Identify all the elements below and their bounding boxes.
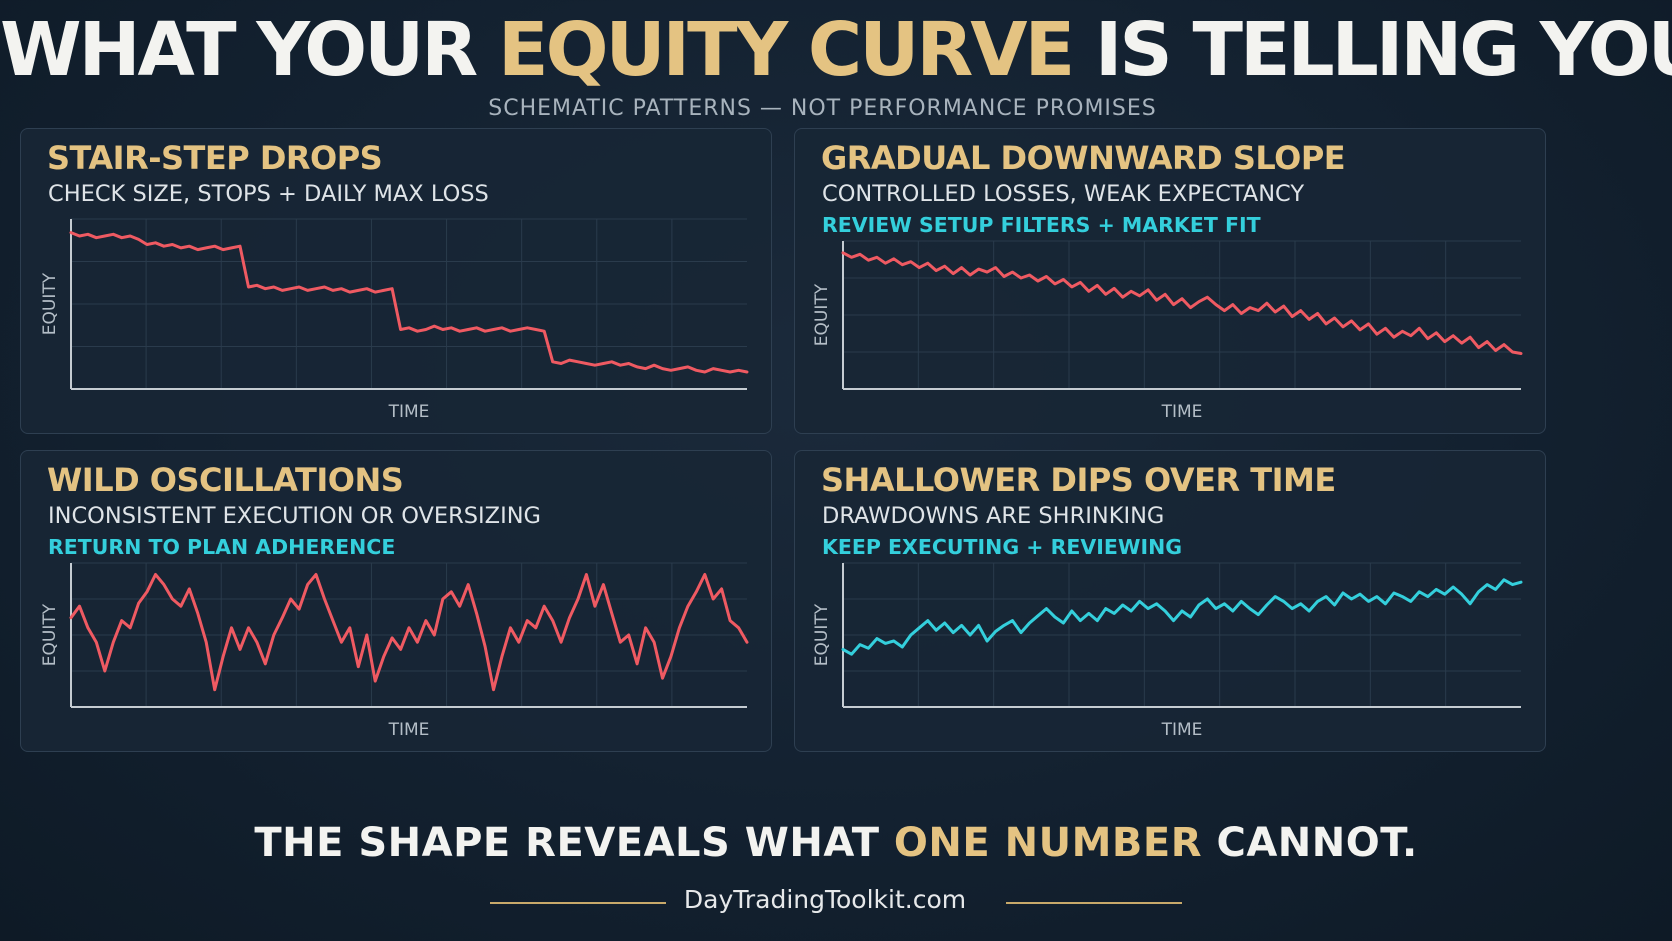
y-axis-label: EQUITY bbox=[812, 283, 832, 346]
title-highlight: EQUITY CURVE bbox=[498, 7, 1075, 93]
equity-chart: TIME EQUITY bbox=[812, 240, 1523, 422]
equity-line bbox=[841, 251, 1523, 355]
equity-chart: TIME EQUITY bbox=[40, 562, 749, 740]
tagline: THE SHAPE REVEALS WHAT ONE NUMBER CANNOT… bbox=[0, 820, 1672, 866]
chart-panel-downward-slope: GRADUAL DOWNWARD SLOPE CONTROLLED LOSSES… bbox=[794, 128, 1546, 434]
chart-subtitle: INCONSISTENT EXECUTION OR OVERSIZING bbox=[48, 503, 541, 529]
tagline-highlight: ONE NUMBER bbox=[893, 820, 1203, 866]
chart-title: WILD OSCILLATIONS bbox=[47, 461, 404, 499]
y-axis-label: EQUITY bbox=[40, 603, 60, 666]
equity-line bbox=[841, 578, 1523, 656]
equity-chart: TIME EQUITY bbox=[40, 218, 749, 422]
x-axis-label: TIME bbox=[1161, 720, 1203, 740]
chart-title: STAIR-STEP DROPS bbox=[47, 139, 383, 177]
chart-note: REVIEW SETUP FILTERS + MARKET FIT bbox=[822, 213, 1261, 237]
title-post: IS TELLING YOU bbox=[1072, 7, 1672, 93]
chart-title: SHALLOWER DIPS OVER TIME bbox=[821, 461, 1336, 499]
x-axis-label: TIME bbox=[388, 720, 430, 740]
chart-subtitle: CHECK SIZE, STOPS + DAILY MAX LOSS bbox=[48, 181, 489, 207]
equity-line bbox=[69, 231, 749, 374]
chart-subtitle: DRAWDOWNS ARE SHRINKING bbox=[822, 503, 1165, 529]
footer-divider-left bbox=[490, 902, 666, 904]
x-axis-label: TIME bbox=[388, 402, 430, 422]
tagline-post: CANNOT. bbox=[1202, 820, 1418, 866]
chart-panel-stair-step: STAIR-STEP DROPS CHECK SIZE, STOPS + DAI… bbox=[20, 128, 772, 434]
equity-line bbox=[69, 573, 749, 692]
y-axis-label: EQUITY bbox=[40, 272, 60, 335]
x-axis-label: TIME bbox=[1161, 402, 1203, 422]
chart-note: RETURN TO PLAN ADHERENCE bbox=[48, 535, 396, 559]
chart-title: GRADUAL DOWNWARD SLOPE bbox=[821, 139, 1346, 177]
y-axis-label: EQUITY bbox=[812, 603, 832, 666]
chart-panel-wild-oscillations: WILD OSCILLATIONS INCONSISTENT EXECUTION… bbox=[20, 450, 772, 752]
footer-divider-right bbox=[1006, 902, 1182, 904]
footer-site-link[interactable]: DayTradingToolkit.com bbox=[683, 885, 967, 914]
page-title: WHAT YOUR EQUITY CURVE IS TELLING YOU bbox=[0, 8, 1672, 92]
tagline-pre: THE SHAPE REVEALS WHAT bbox=[254, 820, 894, 866]
chart-note: KEEP EXECUTING + REVIEWING bbox=[822, 535, 1183, 559]
equity-chart: TIME EQUITY bbox=[812, 562, 1523, 740]
chart-panel-shallower-dips: SHALLOWER DIPS OVER TIME DRAWDOWNS ARE S… bbox=[794, 450, 1546, 752]
title-pre: WHAT YOUR bbox=[0, 7, 499, 93]
page-subtitle: SCHEMATIC PATTERNS — NOT PERFORMANCE PRO… bbox=[488, 96, 1157, 121]
chart-subtitle: CONTROLLED LOSSES, WEAK EXPECTANCY bbox=[822, 181, 1305, 207]
